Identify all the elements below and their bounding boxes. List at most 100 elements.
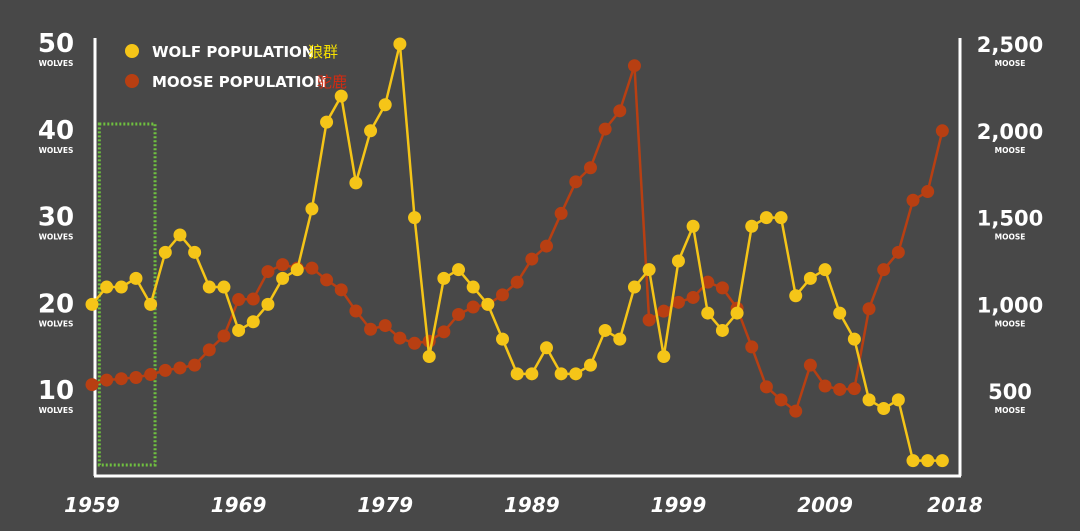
moose-point [246, 292, 260, 306]
moose-point [906, 193, 920, 207]
x-tick-label: 1959 [64, 493, 120, 517]
moose-legend-marker [125, 74, 139, 88]
right-axis-ticks: 500 MOOSE 1,000 MOOSE 1,500 MOOSE 2,000 MOOSE 2,… [977, 33, 1043, 415]
left-tick-unit: WOLVES [39, 146, 74, 155]
left-tick-unit: WOLVES [39, 319, 74, 328]
moose-point [334, 283, 348, 297]
x-tick-label: 2009 [797, 493, 853, 517]
moose-point [583, 161, 597, 175]
moose-point [364, 322, 378, 336]
moose-point [569, 175, 583, 189]
wolf-point [686, 219, 700, 233]
wolf-point [114, 280, 128, 294]
wolf-point [833, 306, 847, 320]
moose-point [539, 239, 553, 253]
moose-point [510, 275, 524, 289]
moose-point [891, 245, 905, 259]
right-tick-unit: MOOSE [995, 146, 1026, 155]
moose-point [202, 343, 216, 357]
moose-line [91, 64, 944, 413]
wolf-point [276, 271, 290, 285]
x-tick-label: 1969 [211, 493, 267, 517]
wolf-point [173, 228, 187, 242]
moose-point [847, 382, 861, 396]
wolf-point [877, 402, 891, 416]
moose-point [745, 340, 759, 354]
left-tick-unit: WOLVES [39, 406, 74, 415]
moose-point [173, 361, 187, 375]
moose-point [627, 59, 641, 73]
wolf-point [891, 393, 905, 407]
right-tick-label: 2,500 [977, 33, 1043, 57]
wolf-point [657, 349, 671, 363]
moose-point [525, 252, 539, 266]
wolf-point [613, 332, 627, 346]
wolf-point [701, 306, 715, 320]
moose-point [862, 302, 876, 316]
wolf-point [246, 315, 260, 329]
moose-point [466, 300, 480, 314]
left-tick-unit: WOLVES [39, 233, 74, 242]
wolf-point [202, 280, 216, 294]
moose-point [759, 380, 773, 394]
wolf-point [730, 306, 744, 320]
moose-point [789, 404, 803, 418]
wolf-point [437, 271, 451, 285]
wolf-point [85, 297, 99, 311]
right-tick-unit: MOOSE [995, 319, 1026, 328]
moose-legend-label-cn: 驼鹿 [317, 73, 347, 91]
wolf-point [452, 263, 466, 277]
wolf-point [789, 289, 803, 303]
left-tick-label: 30 [38, 203, 74, 233]
wolf-point [364, 124, 378, 138]
wolf-point [906, 454, 920, 468]
wolf-point [217, 280, 231, 294]
wolf-point [305, 202, 319, 216]
moose-point [393, 331, 407, 345]
moose-point [217, 329, 231, 343]
wolf-point [466, 280, 480, 294]
moose-point [349, 304, 363, 318]
wolf-point [803, 271, 817, 285]
wolf-point [671, 254, 685, 268]
left-tick-label: 40 [38, 116, 74, 146]
wolf-point [261, 297, 275, 311]
left-tick-label: 10 [38, 376, 74, 406]
wolf-point [496, 332, 510, 346]
wolf-point [759, 211, 773, 225]
wolf-point [510, 367, 524, 381]
moose-point [686, 290, 700, 304]
moose-point [598, 122, 612, 136]
moose-point [833, 382, 847, 396]
moose-legend-label: MOOSE POPULATION [152, 73, 327, 91]
x-tick-label: 1989 [504, 493, 560, 517]
wolf-point [393, 37, 407, 51]
moose-point [642, 313, 656, 327]
right-tick-unit: MOOSE [995, 233, 1026, 242]
moose-point [114, 372, 128, 386]
wolf-point [422, 349, 436, 363]
x-tick-label: 2018 [927, 493, 983, 517]
right-tick-unit: MOOSE [995, 59, 1026, 68]
axes [93, 38, 962, 478]
wolf-point [774, 211, 788, 225]
moose-point [408, 336, 422, 350]
moose-point [100, 373, 114, 387]
moose-point [554, 206, 568, 220]
wolf-point [745, 219, 759, 233]
x-axis-ticks: 1959 1969 1979 1989 1999 2009 2018 [64, 493, 983, 517]
wolf-point [100, 280, 114, 294]
moose-point [715, 281, 729, 295]
moose-point [657, 304, 671, 318]
wolf-point [818, 263, 832, 277]
wolf-point [158, 245, 172, 259]
wolf-legend-label: WOLF POPULATION [152, 43, 314, 61]
wolf-legend-marker [125, 44, 139, 58]
wolf-point [921, 454, 935, 468]
moose-point [144, 368, 158, 382]
wolf-point [539, 341, 553, 355]
right-tick-label: 1,500 [977, 207, 1043, 231]
right-tick-label: 500 [988, 380, 1032, 404]
